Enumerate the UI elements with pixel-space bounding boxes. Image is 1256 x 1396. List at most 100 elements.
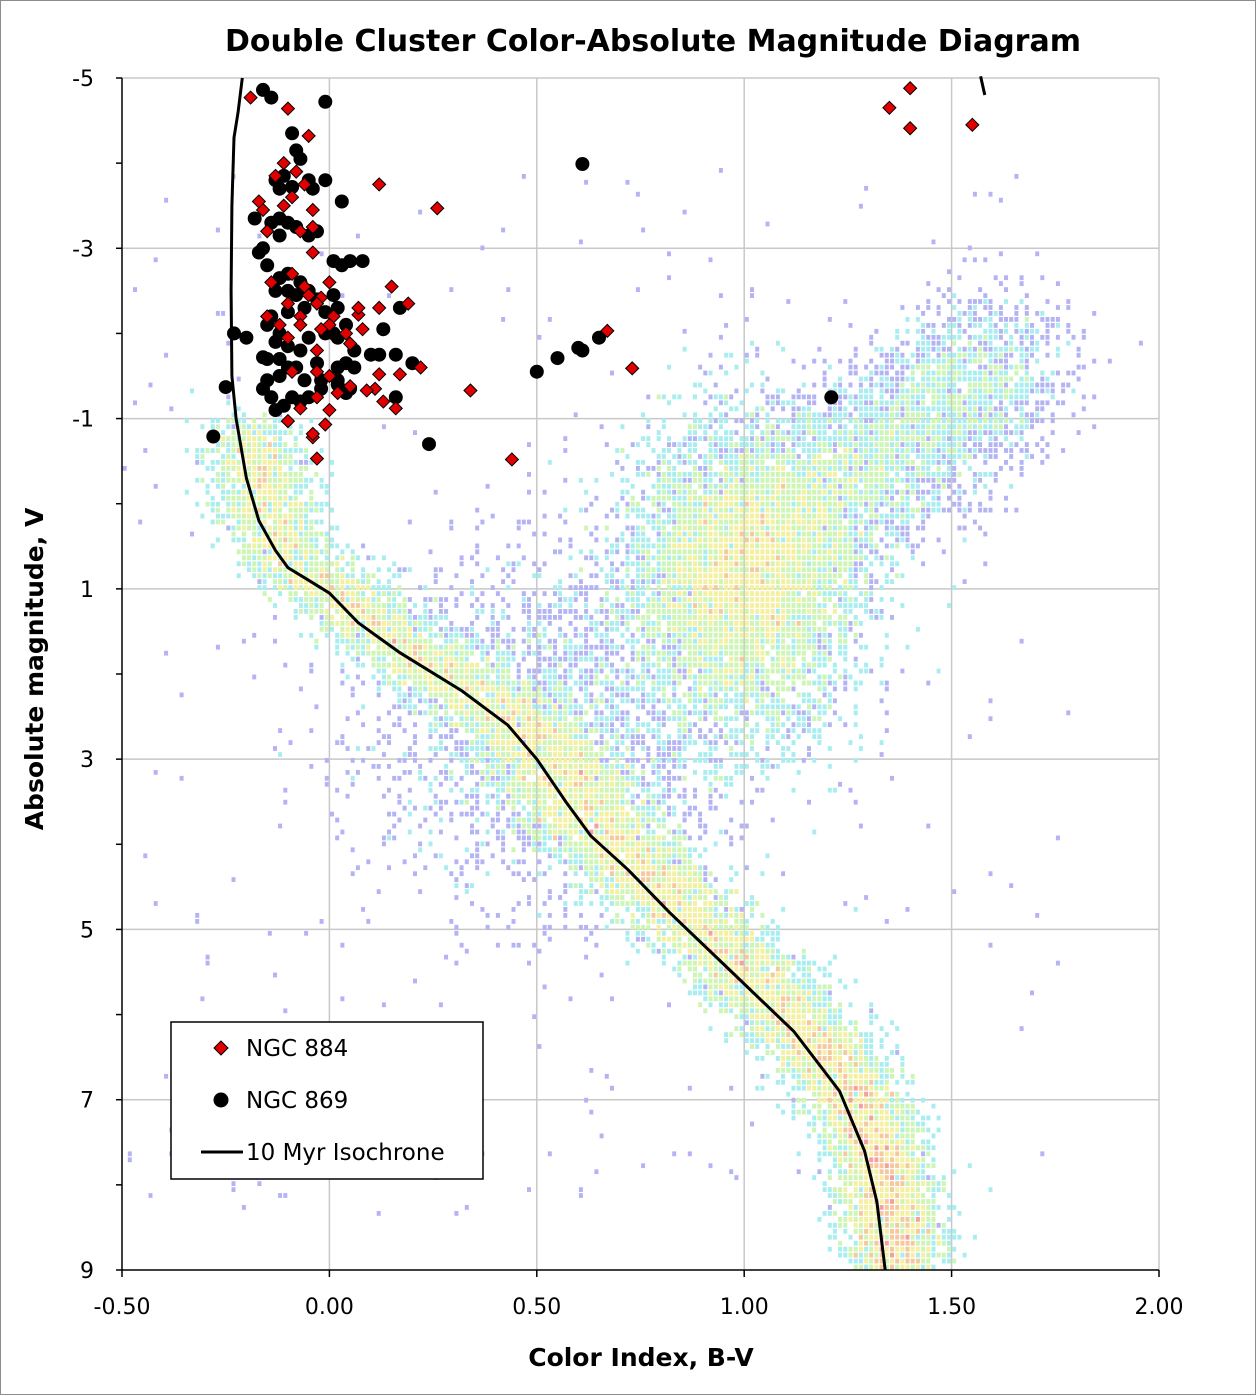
density-cell bbox=[828, 484, 832, 489]
density-cell bbox=[465, 663, 469, 668]
density-cell bbox=[361, 573, 365, 578]
density-cell bbox=[667, 472, 671, 477]
density-cell bbox=[652, 573, 656, 578]
density-cell bbox=[745, 591, 749, 596]
density-cell bbox=[273, 538, 277, 543]
density-cell bbox=[797, 1020, 801, 1025]
density-cell bbox=[771, 734, 775, 739]
density-cell bbox=[512, 818, 516, 823]
density-cell bbox=[843, 669, 847, 674]
density-cell bbox=[771, 943, 775, 948]
density-cell bbox=[672, 853, 676, 858]
density-cell bbox=[257, 466, 261, 471]
density-cell bbox=[932, 1193, 936, 1198]
density-cell bbox=[620, 585, 624, 590]
density-cell bbox=[745, 603, 749, 608]
density-cell bbox=[361, 597, 365, 602]
density-cell bbox=[719, 996, 723, 1001]
density-cell bbox=[620, 830, 624, 835]
density-cell bbox=[802, 579, 806, 584]
density-cell bbox=[864, 1068, 868, 1073]
density-cell bbox=[792, 675, 796, 680]
density-cell bbox=[740, 472, 744, 477]
density-cell bbox=[475, 675, 479, 680]
density-cell bbox=[926, 1223, 930, 1228]
density-cell bbox=[563, 776, 567, 781]
density-cell bbox=[372, 657, 376, 662]
density-cell bbox=[869, 1110, 873, 1115]
density-cell bbox=[843, 591, 847, 596]
density-cell bbox=[491, 740, 495, 745]
density-cell bbox=[781, 1044, 785, 1049]
density-cell bbox=[242, 490, 246, 495]
density-cell bbox=[838, 585, 842, 590]
density-cell bbox=[677, 895, 681, 900]
density-cell bbox=[703, 967, 707, 972]
density-cell bbox=[864, 603, 868, 608]
density-cell bbox=[662, 842, 666, 847]
density-cell bbox=[636, 776, 640, 781]
density-cell bbox=[771, 979, 775, 984]
density-cell bbox=[631, 764, 635, 769]
density-cell bbox=[828, 585, 832, 590]
density-cell bbox=[926, 1241, 930, 1246]
density-cell bbox=[537, 752, 541, 757]
density-cell bbox=[703, 502, 707, 507]
density-cell bbox=[408, 615, 412, 620]
density-cell bbox=[683, 555, 687, 560]
density-cell bbox=[252, 430, 256, 435]
density-cell bbox=[823, 681, 827, 686]
density-cell bbox=[294, 597, 298, 602]
density-cell bbox=[413, 645, 417, 650]
density-cell bbox=[486, 740, 490, 745]
density-cell bbox=[792, 538, 796, 543]
density-cell bbox=[724, 472, 728, 477]
density-cell bbox=[812, 681, 816, 686]
density-cell bbox=[776, 490, 780, 495]
density-cell bbox=[755, 1086, 759, 1091]
density-cell bbox=[812, 484, 816, 489]
density-cell bbox=[828, 1223, 832, 1228]
density-cell bbox=[817, 484, 821, 489]
density-cell bbox=[807, 508, 811, 513]
density-cell bbox=[906, 1151, 910, 1156]
density-cell bbox=[823, 1151, 827, 1156]
density-cell bbox=[537, 806, 541, 811]
density-cell bbox=[729, 520, 733, 525]
density-cell bbox=[776, 1002, 780, 1007]
density-cell bbox=[553, 752, 557, 757]
density-cell bbox=[823, 633, 827, 638]
density-cell bbox=[672, 675, 676, 680]
density-cell bbox=[693, 603, 697, 608]
density-cell bbox=[263, 490, 267, 495]
density-cell bbox=[408, 609, 412, 614]
density-cell bbox=[677, 538, 681, 543]
density-cell bbox=[677, 526, 681, 531]
density-cell bbox=[252, 424, 256, 429]
density-cell bbox=[449, 651, 453, 656]
density-cell bbox=[683, 597, 687, 602]
density-cell bbox=[781, 1050, 785, 1055]
density-cell bbox=[745, 460, 749, 465]
density-cell bbox=[522, 722, 526, 727]
density-cell bbox=[693, 973, 697, 978]
density-cell bbox=[817, 555, 821, 560]
density-cell bbox=[828, 555, 832, 560]
density-cell bbox=[698, 478, 702, 483]
density-cell bbox=[263, 520, 267, 525]
density-cell bbox=[926, 1128, 930, 1133]
density-cell bbox=[719, 704, 723, 709]
density-cell bbox=[657, 651, 661, 656]
density-cell bbox=[745, 579, 749, 584]
density-cell bbox=[833, 1157, 837, 1162]
density-cell bbox=[340, 591, 344, 596]
density-cell bbox=[760, 406, 764, 411]
density-cell bbox=[714, 436, 718, 441]
density-cell bbox=[740, 770, 744, 775]
density-cell bbox=[843, 549, 847, 554]
density-cell bbox=[750, 442, 754, 447]
density-cell bbox=[750, 710, 754, 715]
density-cell bbox=[470, 663, 474, 668]
density-cell bbox=[294, 442, 298, 447]
density-cell bbox=[885, 1116, 889, 1121]
